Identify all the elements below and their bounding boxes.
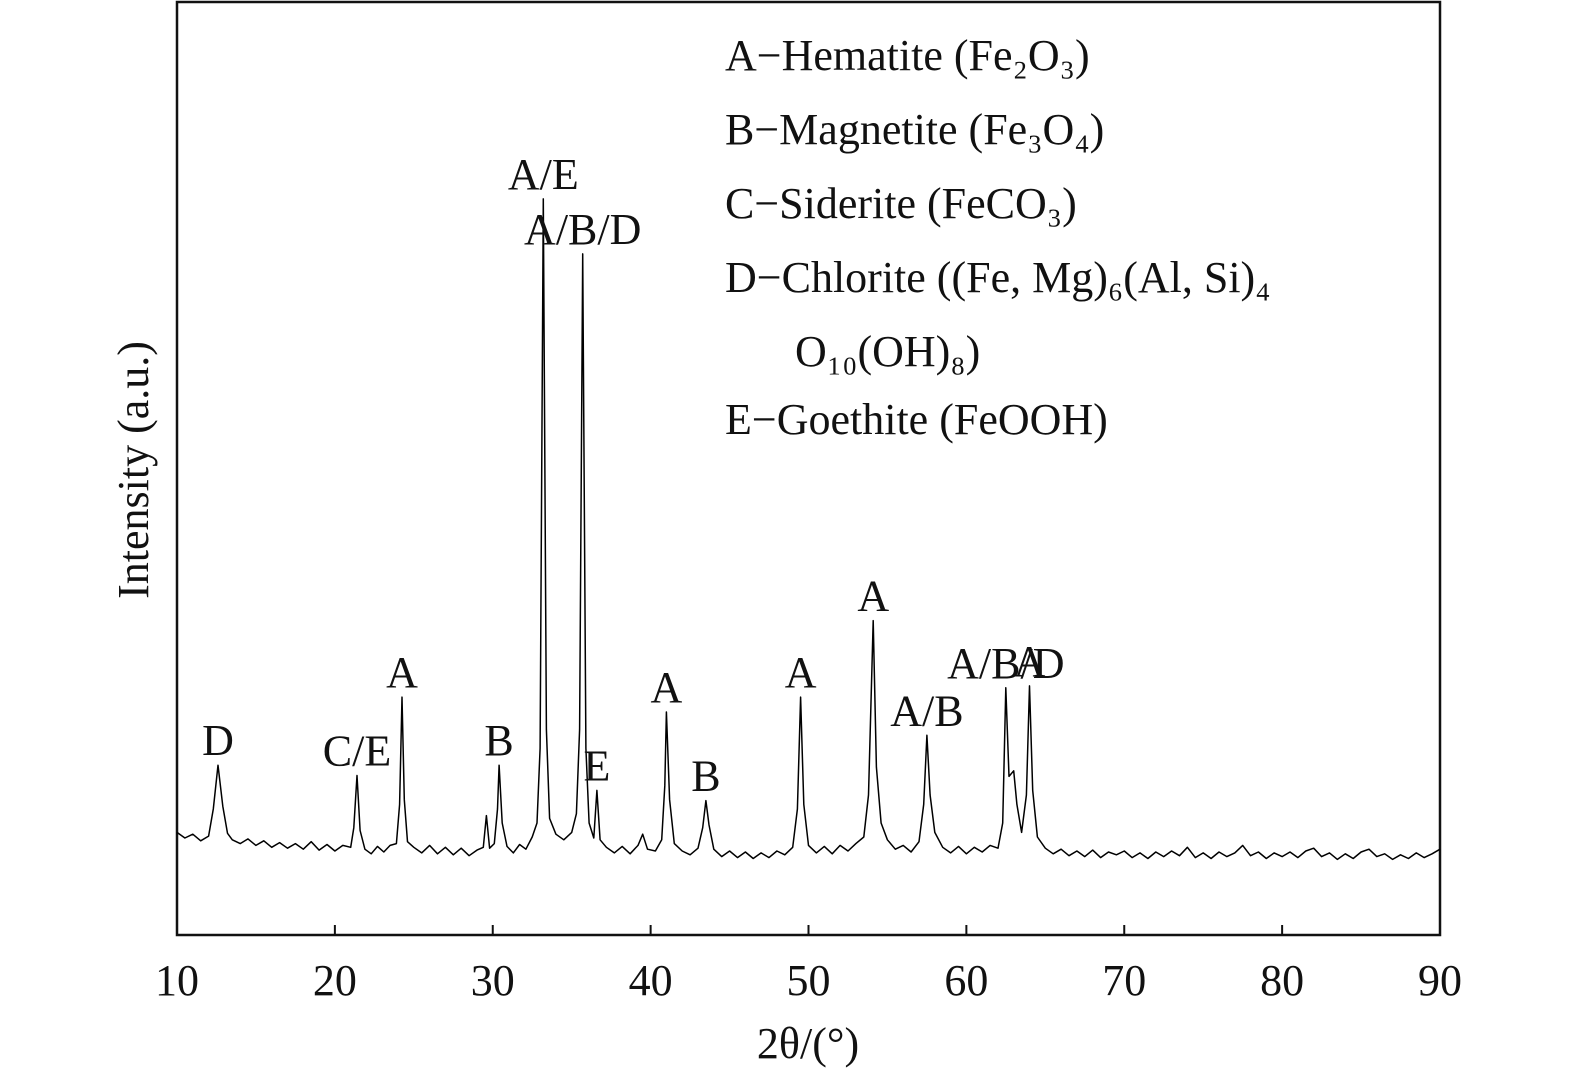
peak-label: A — [651, 663, 683, 712]
x-axis-label: 2θ/(°) — [757, 1019, 859, 1068]
x-tick-label: 20 — [313, 956, 357, 1005]
y-axis-label: Intensity (a.u.) — [109, 341, 158, 599]
legend-text: D−Chlorite ((Fe, Mg)₆(Al, Si)₄ — [725, 253, 1271, 302]
peak-label: E — [584, 741, 611, 790]
xrd-line — [176, 198, 1441, 861]
peak-label: A — [785, 648, 817, 697]
peak-label: A/B/D — [947, 639, 1064, 688]
legend-text: E−Goethite (FeOOH) — [725, 395, 1108, 444]
peak-label: A — [386, 648, 418, 697]
x-tick-label: 60 — [944, 956, 988, 1005]
peak-label: A/B — [890, 686, 963, 735]
x-tick-label: 30 — [471, 956, 515, 1005]
x-tick-label: 40 — [629, 956, 673, 1005]
x-tick-label: 10 — [155, 956, 199, 1005]
legend-text: O₁₀(OH)₈) — [795, 327, 980, 376]
peak-label: A — [1014, 637, 1046, 686]
peak-label: A — [857, 572, 889, 621]
peak-label: D — [202, 716, 234, 765]
x-tick-label: 50 — [787, 956, 831, 1005]
legend-text: B−Magnetite (Fe₃O₄) — [725, 105, 1104, 154]
peak-label: C/E — [323, 726, 391, 775]
x-tick-label: 80 — [1260, 956, 1304, 1005]
peak-label: B — [691, 752, 720, 801]
x-tick-label: 90 — [1418, 956, 1462, 1005]
peak-label: A/B/D — [524, 205, 641, 254]
peak-label: B — [484, 716, 513, 765]
peak-label: A/E — [508, 150, 579, 199]
legend-text: C−Siderite (FeCO₃) — [725, 179, 1077, 228]
x-tick-label: 70 — [1102, 956, 1146, 1005]
legend-text: A−Hematite (Fe₂O₃) — [725, 31, 1090, 80]
